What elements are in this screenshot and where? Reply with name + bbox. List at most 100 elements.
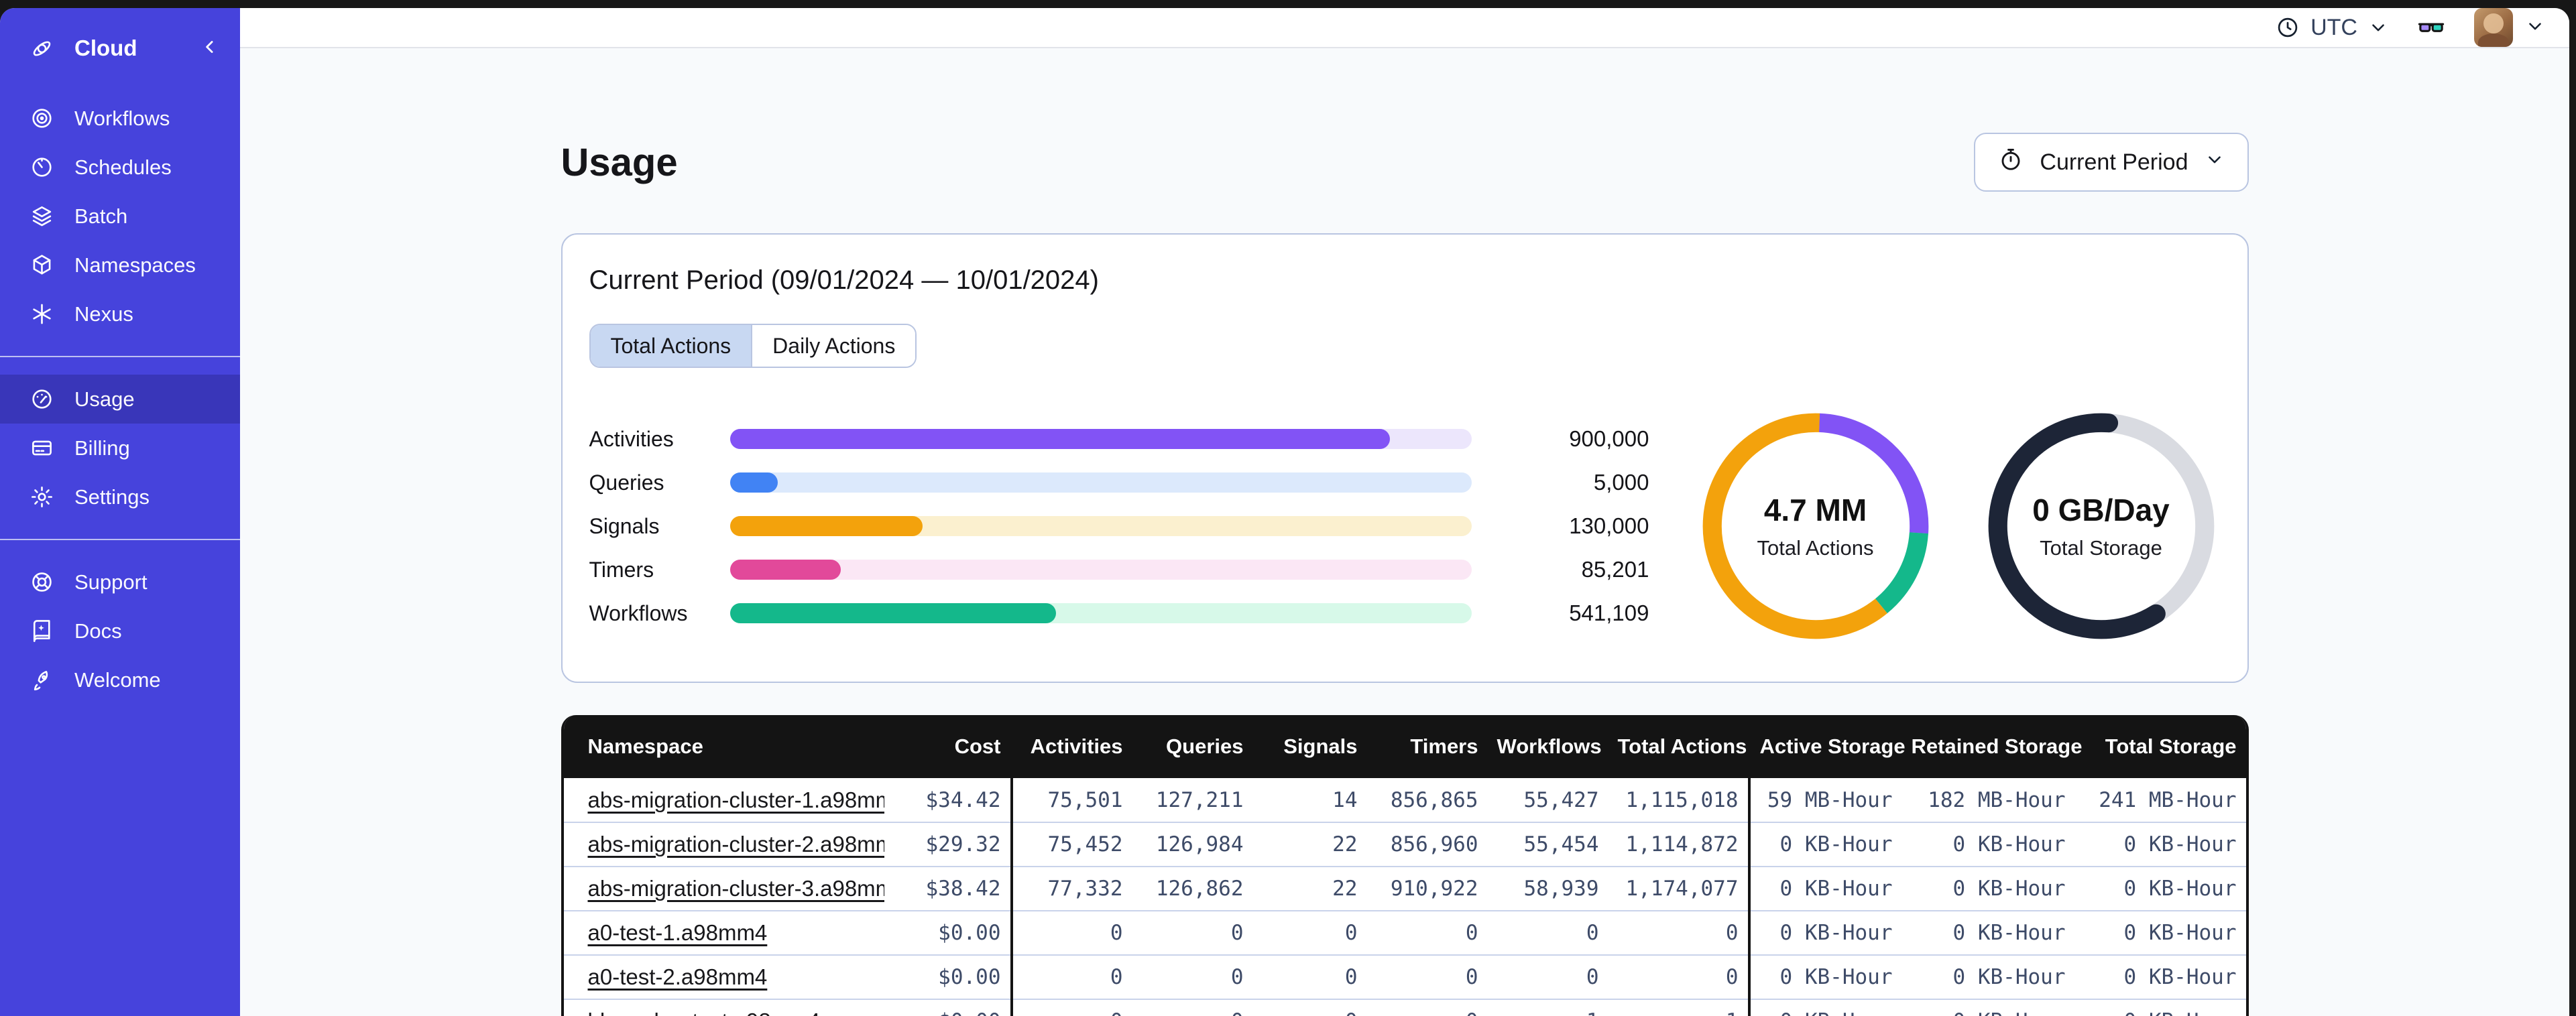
cell-retained_storage: 0 KB-Hour — [1901, 867, 2075, 911]
sidebar-item-batch[interactable]: Batch — [0, 192, 240, 241]
cell-total_storage: 0 KB-Hour — [2074, 955, 2246, 1000]
tab-total-actions[interactable]: Total Actions — [590, 325, 752, 367]
avatar[interactable] — [2474, 8, 2513, 47]
namespaces-icon — [30, 253, 54, 277]
cell-total_actions: 1,174,077 — [1608, 867, 1749, 911]
sidebar-item-nexus[interactable]: Nexus — [0, 290, 240, 338]
summary-donuts: 4.7 MM Total Actions 0 GB/Day Total Storage — [1696, 407, 2221, 645]
donut-total-actions: 4.7 MM Total Actions — [1696, 407, 1935, 645]
cell-retained_storage: 182 MB-Hour — [1901, 778, 2075, 823]
bar-fill — [729, 603, 1057, 623]
namespace-link[interactable]: a0-test-1.a98mm4 — [587, 920, 768, 945]
bar-fill — [729, 472, 778, 493]
docs-icon — [30, 619, 54, 643]
chevron-down-icon — [2368, 17, 2388, 38]
cell-timers: 0 — [1366, 955, 1488, 1000]
account-menu[interactable] — [2474, 8, 2545, 47]
sidebar: Cloud Workflows Schedules Batch Namespaces N… — [0, 8, 240, 1016]
namespace-link[interactable]: bk-worker-test.a98mm4 — [588, 1009, 821, 1016]
cell-queries: 127,211 — [1132, 778, 1253, 823]
settings-icon — [30, 485, 54, 509]
sidebar-item-usage[interactable]: Usage — [0, 375, 240, 424]
cell-cost: $29.32 — [884, 822, 1012, 867]
namespace-link[interactable]: abs-migration-cluster-1.a98mm4 — [587, 787, 884, 812]
timezone-selector[interactable]: UTC — [2276, 15, 2388, 41]
cell-activities: 0 — [1010, 955, 1132, 1000]
cell-signals: 22 — [1252, 867, 1367, 911]
sidebar-item-docs[interactable]: Docs — [0, 607, 240, 655]
bar-row-queries: Queries 5,000 — [589, 461, 1649, 505]
cell-namespace: abs-migration-cluster-1.a98mm4 — [563, 778, 884, 823]
cell-active_storage: 0 KB-Hour — [1747, 911, 1902, 956]
actions-view-tabs: Total Actions Daily Actions — [589, 324, 917, 368]
column-header-active_storage: Active Storage — [1747, 715, 1906, 778]
stopwatch-icon — [1998, 147, 2024, 178]
column-header-timers: Timers — [1366, 715, 1488, 778]
column-header-queries: Queries — [1132, 715, 1253, 778]
donut-value: 4.7 MM — [1763, 493, 1867, 527]
column-header-total_storage: Total Storage — [2074, 715, 2246, 778]
namespace-link[interactable]: abs-migration-cluster-3.a98mm4 — [587, 876, 884, 901]
billing-icon — [30, 436, 54, 460]
cell-queries: 0 — [1132, 955, 1253, 1000]
cell-timers: 856,960 — [1366, 822, 1488, 867]
cell-namespace: abs-migration-cluster-2.a98mm4 — [563, 822, 884, 867]
period-dropdown-button[interactable]: Current Period — [1974, 133, 2249, 192]
namespace-link[interactable]: abs-migration-cluster-2.a98mm4 — [587, 832, 884, 856]
sidebar-divider — [0, 539, 240, 540]
cell-active_storage: 59 MB-Hour — [1747, 778, 1902, 823]
sidebar-item-label: Schedules — [74, 155, 172, 179]
cell-activities: 75,501 — [1010, 778, 1132, 823]
timezone-label: UTC — [2310, 14, 2357, 40]
cell-namespace: abs-migration-cluster-3.a98mm4 — [563, 867, 884, 911]
sidebar-item-schedules[interactable]: Schedules — [0, 143, 240, 192]
sidebar-item-settings[interactable]: Settings — [0, 472, 240, 521]
sidebar-item-billing[interactable]: Billing — [0, 424, 240, 472]
sidebar-item-label: Batch — [74, 204, 128, 228]
cell-signals: 14 — [1252, 778, 1367, 823]
table-row: abs-migration-cluster-1.a98mm4 $34.42 75,5… — [563, 778, 2246, 823]
bar-value: 130,000 — [1569, 513, 1649, 538]
column-header-workflows: Workflows — [1487, 715, 1608, 778]
cell-active_storage: 0 KB-Hour — [1747, 867, 1902, 911]
donut-value: 0 GB/Day — [2032, 493, 2170, 527]
sidebar-item-namespaces[interactable]: Namespaces — [0, 241, 240, 290]
table-body: abs-migration-cluster-1.a98mm4 $34.42 75,5… — [563, 778, 2246, 1016]
cell-signals: 0 — [1252, 955, 1367, 1000]
donut-label: Total Storage — [2040, 536, 2162, 560]
feedback-glasses-button[interactable] — [2416, 13, 2446, 42]
cell-cost: $38.42 — [884, 867, 1012, 911]
sidebar-item-support[interactable]: Support — [0, 558, 240, 607]
sidebar-collapse-button[interactable] — [200, 37, 220, 60]
bar-row-workflows: Workflows 541,109 — [589, 592, 1649, 635]
sidebar-brand: Cloud — [0, 24, 240, 72]
sidebar-item-label: Billing — [74, 436, 130, 460]
sidebar-item-label: Nexus — [74, 302, 133, 326]
sidebar-item-label: Support — [74, 570, 148, 594]
cell-cost: $0.00 — [884, 955, 1012, 1000]
cell-cost: $0.00 — [884, 911, 1012, 956]
glasses-icon — [2416, 13, 2446, 42]
temporal-cloud-logo-icon — [30, 36, 54, 61]
sidebar-item-label: Usage — [74, 387, 135, 411]
cell-queries: 0 — [1132, 999, 1253, 1016]
cell-activities: 77,332 — [1010, 867, 1132, 911]
batch-icon — [30, 204, 54, 229]
sidebar-item-workflows[interactable]: Workflows — [0, 94, 240, 143]
bar-fill — [729, 560, 841, 580]
welcome-icon — [30, 668, 54, 692]
cell-total_storage: 0 KB-Hour — [2074, 911, 2246, 956]
cell-total_actions: 0 — [1608, 911, 1749, 956]
bar-value: 5,000 — [1593, 470, 1649, 495]
bar-label: Activities — [589, 426, 674, 451]
namespace-link[interactable]: a0-test-2.a98mm4 — [587, 964, 768, 989]
cell-signals: 22 — [1252, 822, 1367, 867]
chevron-down-icon — [2525, 16, 2545, 40]
tab-daily-actions[interactable]: Daily Actions — [751, 325, 916, 367]
sidebar-item-welcome[interactable]: Welcome — [0, 655, 240, 704]
donut-center: 0 GB/Day Total Storage — [1982, 407, 2221, 645]
bar-label: Workflows — [589, 600, 688, 625]
page-title: Usage — [561, 140, 678, 184]
bar-track — [729, 472, 1472, 493]
bar-fill — [729, 429, 1390, 449]
